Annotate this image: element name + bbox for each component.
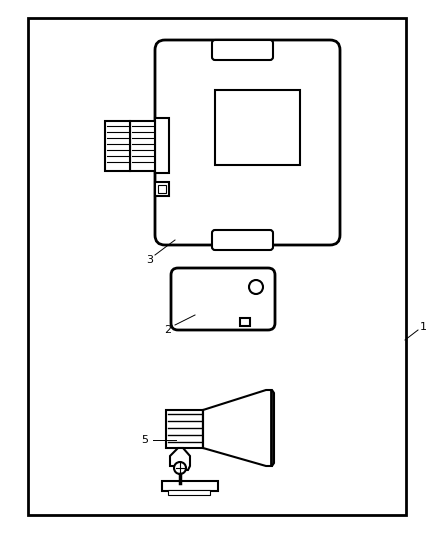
Bar bbox=[130, 121, 155, 171]
Bar bbox=[215, 90, 300, 165]
Bar bbox=[158, 185, 166, 193]
FancyBboxPatch shape bbox=[212, 230, 273, 250]
Bar bbox=[28, 18, 406, 515]
Text: 3: 3 bbox=[146, 255, 153, 265]
Text: 5: 5 bbox=[141, 435, 148, 445]
FancyBboxPatch shape bbox=[171, 268, 275, 330]
Text: 2: 2 bbox=[164, 325, 172, 335]
Bar bbox=[105, 121, 130, 171]
Polygon shape bbox=[203, 390, 274, 466]
Bar bbox=[162, 481, 218, 491]
Bar bbox=[155, 182, 169, 196]
Polygon shape bbox=[166, 410, 203, 448]
Bar bbox=[168, 490, 210, 495]
FancyBboxPatch shape bbox=[212, 40, 273, 60]
Circle shape bbox=[174, 462, 186, 474]
Circle shape bbox=[249, 280, 263, 294]
Bar bbox=[240, 318, 250, 326]
Polygon shape bbox=[170, 448, 190, 470]
Text: 1: 1 bbox=[420, 322, 427, 332]
Bar bbox=[155, 118, 169, 173]
FancyBboxPatch shape bbox=[155, 40, 340, 245]
